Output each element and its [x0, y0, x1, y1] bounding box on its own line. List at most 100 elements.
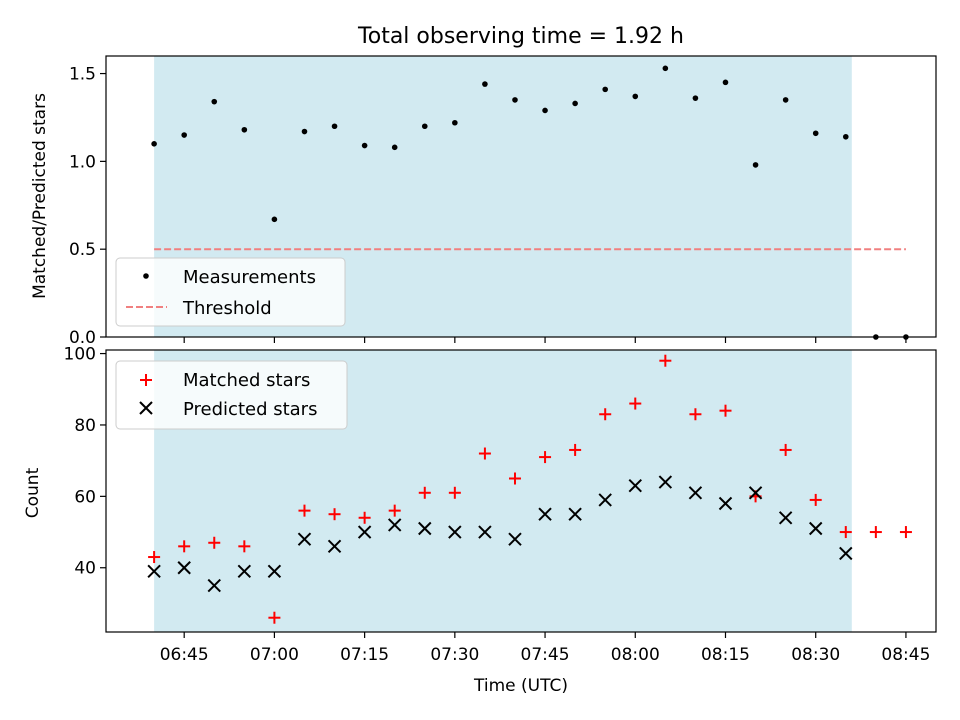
predicted-stars-point	[177, 561, 191, 575]
predicted-stars-point	[598, 493, 612, 507]
matched-stars-point	[599, 408, 612, 421]
matched-stars-point	[659, 354, 672, 367]
measurement-point	[331, 123, 338, 130]
x-tick-label: 08:30	[791, 645, 840, 665]
measurement-point	[632, 93, 639, 100]
x-tick-label: 08:45	[881, 645, 930, 665]
legend-label-matched: Matched stars	[183, 370, 310, 391]
x-tick-label: 07:30	[430, 645, 479, 665]
legend: Matched stars Predicted stars	[115, 360, 348, 430]
measurement-point	[512, 97, 518, 103]
plot-frame	[105, 55, 937, 338]
y-tick-label: 0.0	[69, 328, 96, 348]
predicted-stars-point	[508, 532, 522, 546]
y-tick-label: 60	[74, 487, 96, 507]
y-tick-label: 0.5	[69, 240, 96, 260]
matched-stars-point	[148, 551, 161, 564]
predicted-stars-point	[147, 564, 161, 579]
predicted-stars-point	[207, 578, 221, 593]
measurement-point	[602, 86, 609, 93]
matched-stars-point	[358, 511, 371, 524]
matched-stars-point	[328, 508, 341, 521]
measurement-point	[211, 98, 218, 105]
predicted-stars-point	[357, 525, 372, 539]
x-tick-label: 08:15	[701, 645, 750, 665]
x-tick-label: 08:00	[611, 645, 660, 665]
predicted-stars-point	[568, 507, 582, 521]
matched-stars-point	[779, 443, 792, 456]
legend-label-predicted: Predicted stars	[183, 399, 317, 420]
matched-stars-point	[208, 536, 221, 549]
x-axis-label: Time (UTC)	[473, 676, 568, 696]
y-axis-label: Count	[23, 467, 43, 518]
measurement-point	[181, 132, 187, 138]
measurement-point	[662, 65, 669, 72]
legend-frame	[115, 257, 346, 327]
predicted-stars-point	[809, 521, 823, 536]
predicted-stars-point	[327, 539, 342, 554]
measurement-point	[241, 126, 248, 133]
y-tick-label: 100	[64, 345, 96, 365]
matched-stars-point	[508, 472, 521, 485]
y-tick-label: 40	[74, 559, 96, 579]
measurement-point	[391, 144, 398, 151]
predicted-stars-point	[658, 475, 673, 489]
matched-stars-point	[388, 504, 401, 517]
y-tick-label: 1.0	[69, 152, 96, 172]
x-tick-label: 07:00	[250, 645, 299, 665]
measurement-point	[572, 100, 578, 107]
measurement-point	[301, 128, 308, 135]
plot-frame	[105, 349, 937, 633]
y-axis-label: Matched/Predicted stars	[30, 93, 50, 299]
measurement-point	[812, 130, 819, 137]
measurement-point	[271, 216, 278, 223]
matched-stars-point	[178, 540, 191, 553]
matched-stars-point	[268, 611, 281, 624]
x-tick-label: 07:15	[340, 645, 389, 665]
y-tick-label: 80	[74, 416, 96, 436]
measurement-point	[782, 97, 789, 103]
chart-title: Total observing time = 1.92 h	[357, 24, 684, 49]
legend-label-measurements: Measurements	[183, 267, 316, 288]
predicted-stars-point	[538, 507, 552, 521]
matched-stars-point	[809, 493, 822, 506]
predicted-stars-point	[478, 525, 492, 539]
matched-stars-point	[839, 526, 852, 539]
measurement-point	[151, 141, 157, 147]
predicted-stars-point	[267, 564, 282, 579]
matched-stars-point	[719, 404, 732, 417]
predicted-stars-point	[418, 521, 432, 536]
legend-marker-matched	[140, 374, 152, 386]
predicted-stars-point	[387, 518, 402, 532]
legend-marker-measurements	[143, 273, 149, 279]
predicted-stars-point	[448, 525, 462, 539]
measurement-point	[482, 81, 488, 87]
predicted-stars-point	[839, 546, 853, 561]
legend-label-threshold: Threshold	[182, 298, 272, 319]
predicted-stars-point	[297, 532, 312, 546]
matched-stars-point	[298, 504, 311, 517]
predicted-stars-point	[628, 478, 642, 493]
matched-stars-point	[478, 447, 491, 460]
matched-stars-point	[418, 486, 431, 499]
ratio-panel: Total observing time = 1.92 h 0.0 0.5 1.0 1…	[30, 24, 937, 348]
measurement-point	[452, 119, 458, 126]
matched-stars-point	[238, 540, 251, 553]
legend: Measurements Threshold	[115, 257, 346, 327]
legend-marker-predicted	[139, 401, 153, 415]
measurement-point	[692, 95, 699, 101]
matched-stars-point	[869, 526, 882, 539]
matched-stars-point	[899, 526, 912, 539]
x-tick-label: 06:45	[160, 645, 209, 665]
predicted-stars-point	[688, 486, 703, 500]
measurement-point	[722, 79, 729, 86]
matched-stars-point	[539, 451, 552, 464]
measurement-point	[361, 142, 368, 149]
predicted-stars-point	[748, 486, 763, 500]
legend-frame	[115, 360, 348, 430]
count-panel: 40 60 80 100 06:45 07:00 07:15 07:30 07:45 08:00…	[23, 345, 937, 696]
matched-stars-point	[629, 397, 642, 410]
measurement-point	[421, 123, 428, 130]
matched-stars-point	[689, 408, 702, 421]
